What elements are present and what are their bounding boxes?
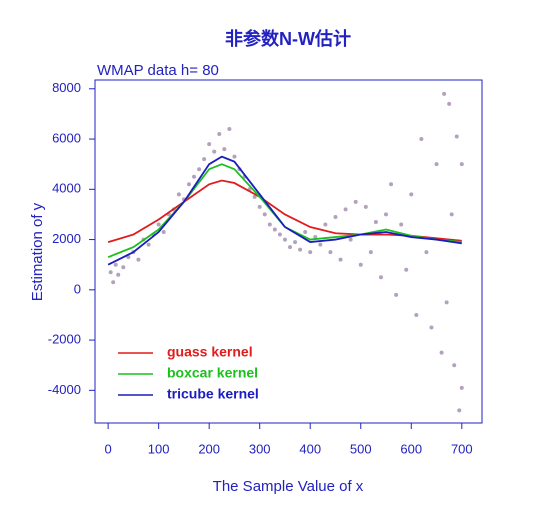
scatter-point bbox=[207, 142, 212, 147]
scatter-point bbox=[272, 227, 277, 232]
scatter-point bbox=[212, 149, 217, 154]
scatter-point bbox=[227, 127, 232, 131]
y-tick-label: 4000 bbox=[52, 181, 81, 196]
scatter-point bbox=[394, 292, 399, 297]
scatter-point bbox=[222, 147, 227, 152]
scatter-point bbox=[146, 242, 151, 247]
scatter-point bbox=[156, 222, 161, 227]
scatter-point bbox=[232, 154, 237, 159]
y-tick-label: 2000 bbox=[52, 231, 81, 246]
scatter-point bbox=[399, 222, 404, 227]
scatter-point bbox=[267, 222, 272, 227]
scatter-point bbox=[108, 270, 113, 275]
y-tick-label: 8000 bbox=[52, 80, 81, 95]
scatter-point bbox=[404, 267, 409, 272]
scatter-point bbox=[121, 265, 126, 270]
scatter-point bbox=[444, 300, 449, 305]
kernel-line bbox=[107, 179, 462, 243]
scatter-point bbox=[161, 230, 166, 235]
x-tick-label: 500 bbox=[350, 441, 372, 456]
scatter-point bbox=[384, 212, 389, 217]
scatter-point bbox=[197, 167, 202, 172]
scatter-point bbox=[308, 250, 313, 255]
scatter-point bbox=[111, 280, 116, 285]
scatter-point bbox=[192, 174, 197, 179]
scatter-point bbox=[186, 182, 191, 187]
scatter-point bbox=[277, 232, 282, 237]
scatter-point bbox=[409, 192, 414, 197]
scatter-point bbox=[288, 245, 293, 250]
scatter-point bbox=[328, 250, 333, 255]
scatter-point bbox=[318, 242, 323, 247]
legend-label: tricube kernel bbox=[167, 386, 259, 402]
scatter-point bbox=[368, 250, 373, 255]
scatter-point bbox=[454, 134, 459, 139]
scatter-point bbox=[447, 101, 452, 106]
scatter-point bbox=[176, 192, 181, 197]
scatter-point bbox=[282, 237, 287, 242]
y-tick-label: 6000 bbox=[52, 130, 81, 145]
x-tick-label: 0 bbox=[105, 441, 112, 456]
scatter-point bbox=[429, 325, 434, 330]
scatter-point bbox=[348, 237, 353, 242]
scatter-point bbox=[439, 350, 444, 355]
scatter-point bbox=[257, 204, 262, 209]
scatter-point bbox=[373, 219, 378, 224]
legend-label: boxcar kernel bbox=[167, 365, 258, 381]
scatter-point bbox=[449, 212, 454, 217]
scatter-point bbox=[452, 363, 457, 368]
scatter-point bbox=[378, 275, 383, 280]
y-tick-label: -4000 bbox=[48, 382, 81, 397]
y-axis-label: Estimation of y bbox=[29, 202, 46, 301]
legend-label: guass kernel bbox=[167, 344, 253, 360]
scatter-point bbox=[459, 385, 464, 390]
scatter-point bbox=[424, 250, 429, 255]
scatter-point bbox=[343, 207, 348, 212]
scatter-point bbox=[313, 235, 318, 240]
scatter-point bbox=[293, 240, 298, 245]
y-tick-label: 0 bbox=[74, 281, 81, 296]
scatter-point bbox=[338, 257, 343, 262]
y-tick-label: -2000 bbox=[48, 332, 81, 347]
scatter-point bbox=[419, 137, 424, 142]
scatter-point bbox=[434, 162, 439, 167]
scatter-point bbox=[202, 157, 207, 162]
scatter-point bbox=[113, 262, 118, 267]
scatter-point bbox=[116, 272, 121, 277]
scatter-point bbox=[126, 255, 131, 260]
scatter-point bbox=[442, 91, 447, 96]
scatter-point bbox=[459, 162, 464, 167]
scatter-point bbox=[262, 212, 267, 217]
x-tick-label: 300 bbox=[249, 441, 271, 456]
scatter-point bbox=[333, 214, 338, 219]
x-tick-label: 600 bbox=[400, 441, 422, 456]
scatter-point bbox=[136, 257, 141, 262]
kernel-line bbox=[107, 163, 462, 258]
scatter-point bbox=[358, 262, 363, 267]
chart-subtitle: WMAP data h= 80 bbox=[97, 62, 219, 79]
scatter-point bbox=[303, 230, 308, 235]
x-axis-label: The Sample Value of x bbox=[213, 478, 364, 495]
scatter-point bbox=[457, 408, 462, 413]
scatter-point bbox=[389, 182, 394, 187]
scatter-point bbox=[323, 222, 328, 227]
x-tick-label: 100 bbox=[148, 441, 170, 456]
plot-frame bbox=[94, 79, 483, 424]
x-tick-label: 700 bbox=[451, 441, 473, 456]
chart-title: 非参数N-W估计 bbox=[225, 28, 351, 49]
x-tick-label: 200 bbox=[198, 441, 220, 456]
x-tick-label: 400 bbox=[299, 441, 321, 456]
scatter-point bbox=[363, 204, 368, 209]
kernel-line bbox=[107, 155, 462, 266]
scatter-point bbox=[217, 132, 222, 137]
scatter-point bbox=[414, 312, 419, 317]
scatter-point bbox=[252, 194, 257, 199]
scatter-point bbox=[298, 247, 303, 252]
scatter-point bbox=[353, 199, 358, 204]
